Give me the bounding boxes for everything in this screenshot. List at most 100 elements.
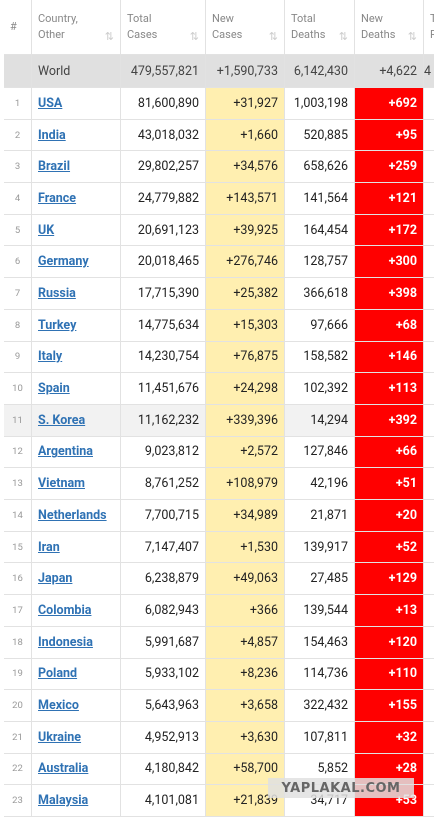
cell-text[interactable]: Argentina bbox=[38, 444, 93, 460]
cell-text[interactable]: Japan bbox=[38, 571, 73, 587]
value: +76,875 bbox=[206, 341, 285, 374]
cell-text: 139,544 bbox=[303, 602, 348, 618]
cell-text[interactable]: USA bbox=[38, 95, 63, 111]
cell-text[interactable]: Vietnam bbox=[38, 476, 85, 492]
cell-text: 5,643,963 bbox=[144, 698, 199, 714]
cell-text: 13 bbox=[12, 478, 23, 490]
cell-text[interactable]: Mexico bbox=[38, 698, 79, 714]
cell-text: 5,991,687 bbox=[144, 634, 199, 650]
value: 154,463 bbox=[285, 626, 355, 659]
cell-text: +32 bbox=[395, 729, 417, 745]
cell-text: +13 bbox=[395, 602, 417, 618]
header-line: Deaths bbox=[291, 28, 326, 41]
cell-text: 5,852 bbox=[317, 761, 348, 777]
value: 24,779,882 bbox=[121, 183, 206, 215]
cell-text: 23 bbox=[12, 795, 23, 807]
row-number: 20 bbox=[4, 690, 32, 722]
header-line: Deaths bbox=[361, 28, 396, 41]
value: 4 bbox=[424, 55, 434, 88]
cell-text[interactable]: Poland bbox=[38, 666, 78, 682]
column-header[interactable]: Total Deaths ⇅ bbox=[285, 0, 355, 55]
cell-text: +155 bbox=[388, 698, 417, 714]
value: +4,857 bbox=[206, 626, 285, 659]
cell-text: 4,952,913 bbox=[144, 729, 199, 745]
cell-text: +52 bbox=[395, 539, 417, 555]
column-header[interactable]: Total Cases ⇅ bbox=[121, 0, 206, 55]
cell-text: 4 bbox=[14, 192, 21, 204]
cell-text: 11,162,232 bbox=[137, 412, 199, 428]
cell-text[interactable]: Malaysia bbox=[38, 793, 89, 809]
sort-icon[interactable]: ⇅ bbox=[407, 30, 417, 43]
header-text: New Cases bbox=[212, 11, 242, 43]
column-header[interactable]: Country, Other ⇅ bbox=[32, 0, 121, 55]
sort-icon[interactable]: ⇅ bbox=[268, 30, 278, 43]
cell-text[interactable]: Italy bbox=[38, 349, 63, 365]
cell-text[interactable]: Iran bbox=[38, 539, 60, 555]
row-number: 23 bbox=[4, 785, 32, 817]
cell-text[interactable]: Turkey bbox=[38, 317, 77, 333]
cell-text[interactable]: Spain bbox=[38, 381, 70, 397]
cell-text[interactable]: Russia bbox=[38, 286, 76, 302]
cell-text: 154,463 bbox=[303, 634, 348, 650]
header-text: # bbox=[10, 19, 17, 35]
cell-text: 366,618 bbox=[303, 286, 348, 302]
cell-text: +34,989 bbox=[233, 507, 278, 523]
value: +155 bbox=[355, 690, 424, 722]
value: +146 bbox=[355, 341, 424, 374]
value: +58,700 bbox=[206, 753, 285, 786]
column-header[interactable]: New Cases ⇅ bbox=[206, 0, 285, 55]
value: +49,063 bbox=[206, 563, 285, 596]
sort-icon[interactable]: ⇅ bbox=[338, 30, 348, 43]
value: 14,230,754 bbox=[121, 341, 206, 374]
cell-text: 1,003,198 bbox=[293, 95, 348, 111]
cell-text: 14,230,754 bbox=[137, 349, 199, 365]
value: 8,761,252 bbox=[121, 468, 206, 501]
cut-cell bbox=[424, 722, 434, 754]
value: +21,839 bbox=[206, 785, 285, 817]
cell-text[interactable]: Netherlands bbox=[38, 507, 107, 523]
cell-text: 6,082,943 bbox=[144, 602, 199, 618]
value: +259 bbox=[355, 151, 424, 184]
cell-text[interactable]: S. Korea bbox=[38, 412, 86, 428]
cell-text: 21 bbox=[12, 731, 23, 743]
cell-text[interactable]: UK bbox=[38, 222, 55, 238]
cut-cell bbox=[424, 405, 434, 437]
value: 479,557,821 bbox=[121, 55, 206, 88]
value: +300 bbox=[355, 246, 424, 279]
sort-icon[interactable]: ⇅ bbox=[104, 30, 114, 43]
cell-text: 7 bbox=[14, 288, 21, 300]
cell-text: +4,622 bbox=[379, 63, 417, 79]
cell-text: 8,761,252 bbox=[144, 476, 199, 492]
row-number: 4 bbox=[4, 183, 32, 215]
cell-text[interactable]: France bbox=[38, 190, 77, 206]
value: 164,454 bbox=[285, 214, 355, 247]
cell-text[interactable]: Brazil bbox=[38, 159, 71, 175]
value: 366,618 bbox=[285, 278, 355, 310]
cell-text: 127,846 bbox=[303, 444, 348, 460]
value: 158,582 bbox=[285, 341, 355, 374]
cell-text[interactable]: India bbox=[38, 127, 66, 143]
column-header[interactable]: New Deaths ⇅ bbox=[355, 0, 424, 55]
cell-text: 520,885 bbox=[303, 127, 348, 143]
cell-text[interactable]: Germany bbox=[38, 254, 89, 270]
value: +13 bbox=[355, 595, 424, 627]
value: 97,666 bbox=[285, 309, 355, 342]
cell-text[interactable]: Australia bbox=[38, 761, 89, 777]
cell-text[interactable]: Colombia bbox=[38, 602, 92, 618]
cut-cell bbox=[424, 500, 434, 532]
value: 139,917 bbox=[285, 531, 355, 564]
value: +113 bbox=[355, 373, 424, 405]
cell-text: +120 bbox=[388, 634, 417, 650]
value: 42,196 bbox=[285, 468, 355, 501]
cell-text: 4,101,081 bbox=[144, 793, 199, 809]
cell-text: +3,658 bbox=[240, 698, 278, 714]
value: 9,023,812 bbox=[121, 436, 206, 469]
cell-text[interactable]: Ukraine bbox=[38, 729, 82, 745]
cell-text: +3,630 bbox=[240, 729, 278, 745]
cell-text: 107,811 bbox=[303, 729, 348, 745]
sort-icon[interactable]: ⇅ bbox=[189, 30, 199, 43]
cut-cell bbox=[424, 151, 434, 184]
cut-cell bbox=[424, 88, 434, 120]
value: 6,238,879 bbox=[121, 563, 206, 596]
cell-text[interactable]: Indonesia bbox=[38, 634, 93, 650]
